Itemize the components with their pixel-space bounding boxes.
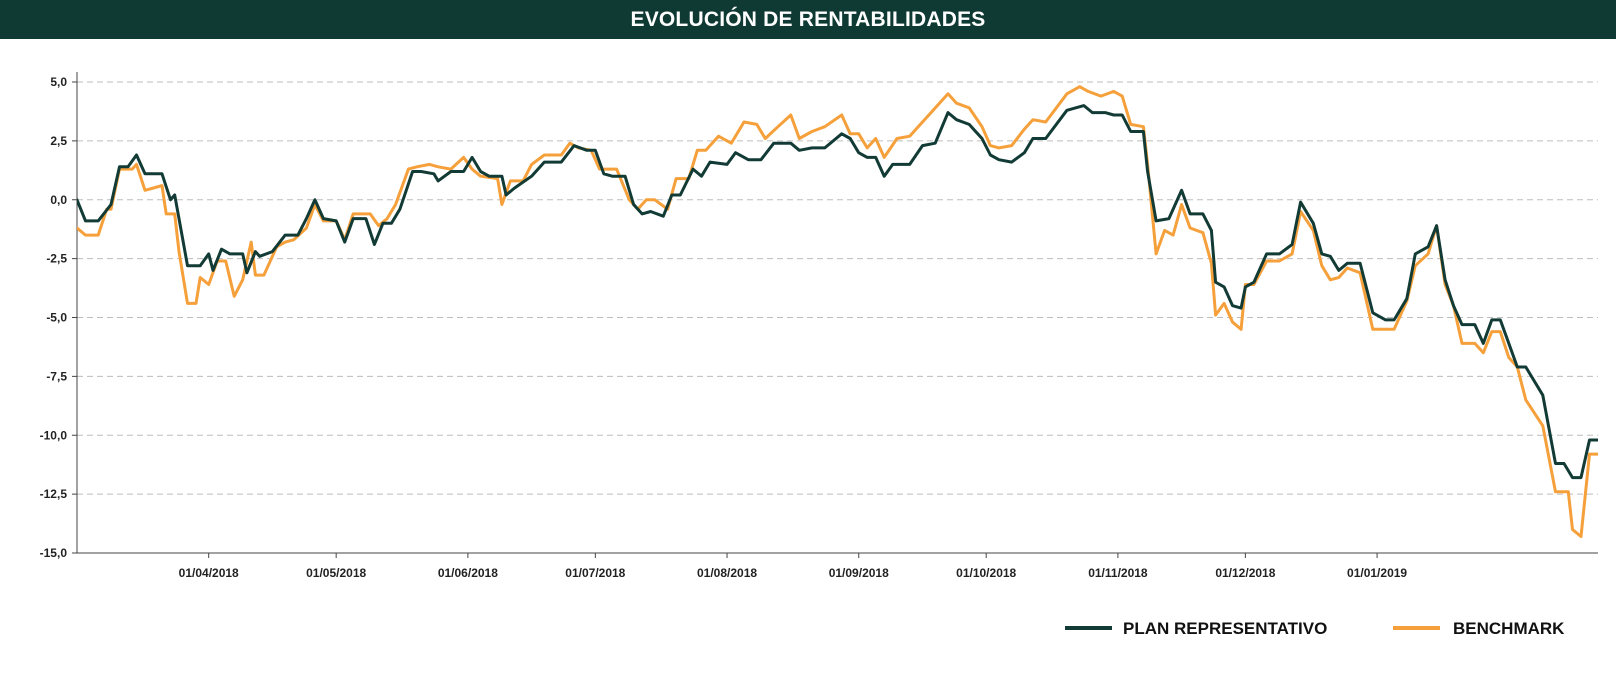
x-tick-label: 01/09/2018 (829, 566, 889, 580)
legend-label: BENCHMARK (1453, 619, 1565, 638)
y-tick-label: -10,0 (40, 428, 68, 442)
x-tick-label: 01/04/2018 (179, 566, 239, 580)
y-tick-label: -7,5 (46, 369, 67, 383)
legend: PLAN REPRESENTATIVO BENCHMARK (1065, 619, 1565, 638)
x-tick-label: 01/01/2019 (1347, 566, 1407, 580)
x-tick-label: 01/10/2018 (956, 566, 1016, 580)
x-tick-label: 01/05/2018 (306, 566, 366, 580)
y-tick-label: -2,5 (46, 252, 67, 266)
series-line-plan-representativo (77, 104, 1598, 480)
axes: 5,0 2,5 0,0 -2,5 -5,0 -7,5 -10,0 -12,5 -15,0 01/0… (40, 72, 1598, 580)
chart-title: EVOLUCIÓN DE RENTABILIDADES (630, 7, 986, 31)
series-line-benchmark (77, 85, 1598, 538)
x-tick-label: 01/12/2018 (1215, 566, 1275, 580)
grid-lines (77, 81, 1598, 495)
x-tick-label: 01/08/2018 (697, 566, 757, 580)
chart-title-bar: EVOLUCIÓN DE RENTABILIDADES (0, 0, 1616, 39)
y-tick-label: 2,5 (50, 134, 67, 148)
y-tick-label: -12,5 (40, 487, 68, 501)
x-tick-label: 01/07/2018 (565, 566, 625, 580)
x-tick-label: 01/11/2018 (1088, 566, 1148, 580)
x-tick-label: 01/06/2018 (438, 566, 498, 580)
series-lines (77, 85, 1598, 538)
y-tick-label: -15,0 (40, 546, 68, 560)
y-tick-label: 5,0 (50, 75, 67, 89)
y-tick-label: 0,0 (50, 193, 67, 207)
y-tick-label: -5,0 (46, 311, 67, 325)
legend-label: PLAN REPRESENTATIVO (1123, 619, 1327, 638)
